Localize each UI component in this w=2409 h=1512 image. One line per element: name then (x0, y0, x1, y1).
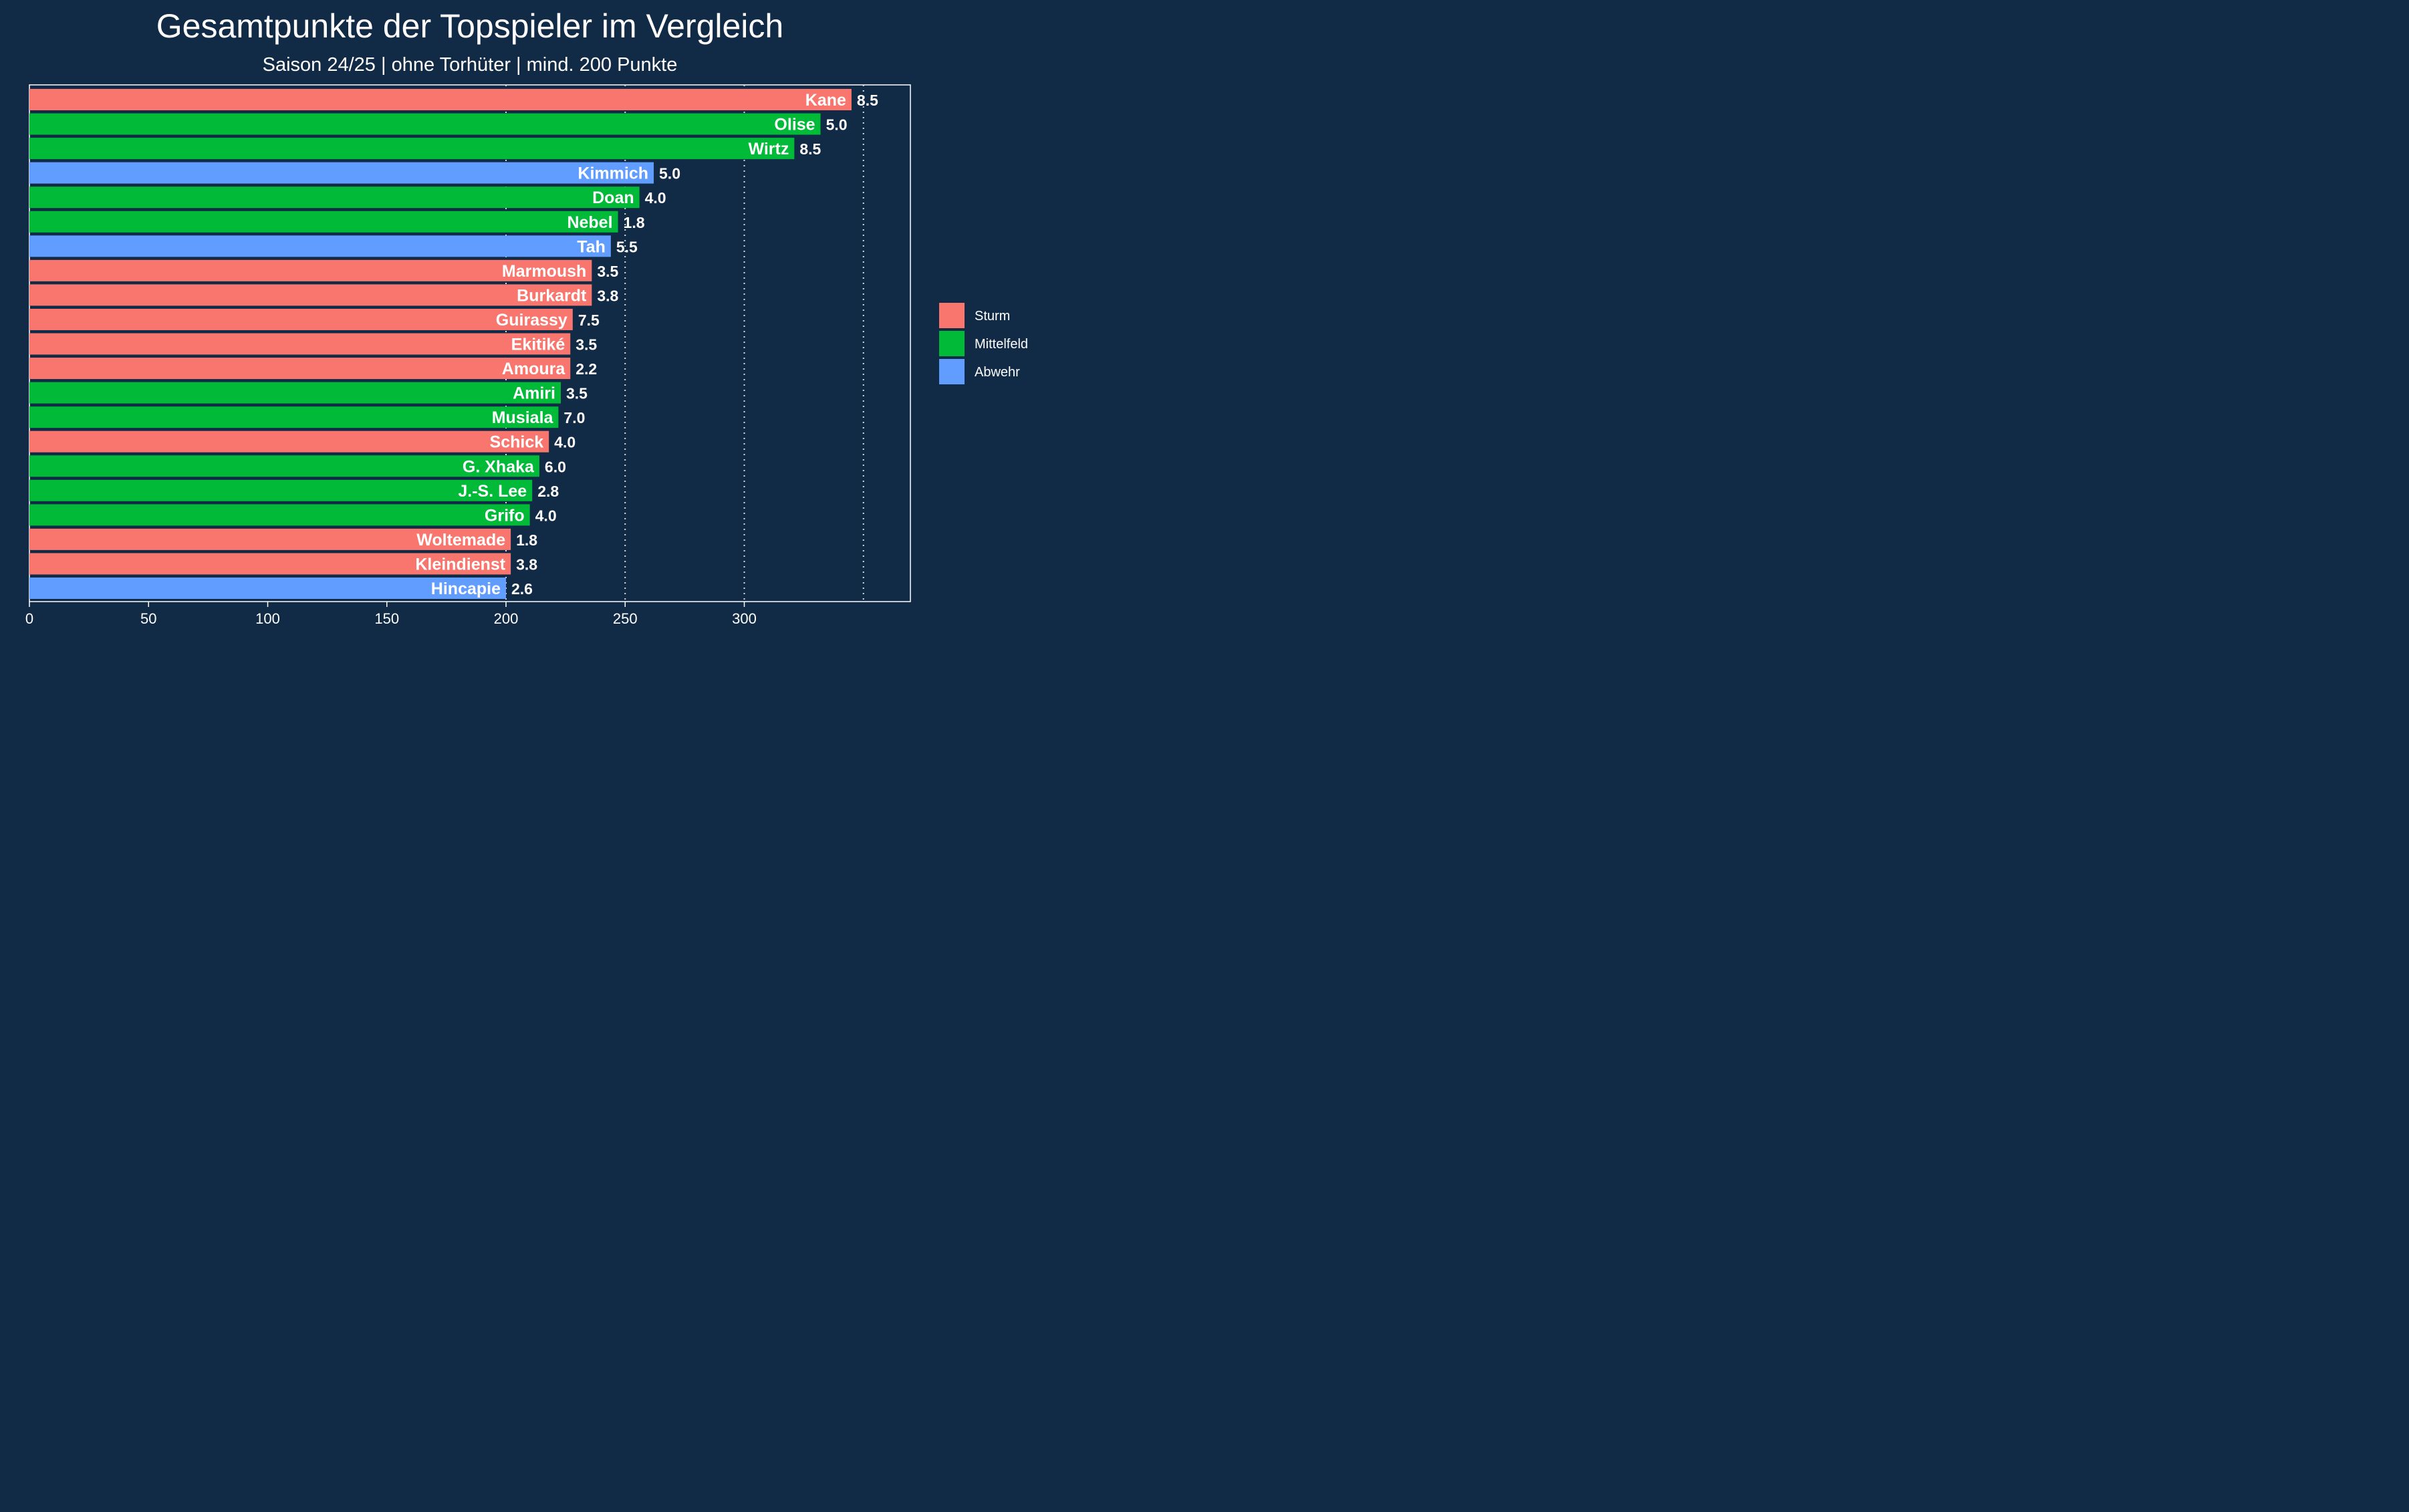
bar-value-label: 8.5 (857, 92, 878, 109)
bar-value-label: 5.5 (616, 238, 638, 255)
bar-name-label: Marmoush (502, 262, 586, 281)
bar-value-label: 4.0 (645, 189, 666, 207)
legend-label: Mittelfeld (975, 337, 1028, 352)
bar-name-label: Musiala (492, 408, 554, 427)
bar (29, 259, 592, 281)
bar-value-label: 3.8 (516, 555, 537, 573)
bar-value-label: 3.5 (576, 336, 597, 354)
bar-name-label: Burkardt (517, 286, 587, 305)
bar (29, 308, 573, 330)
bar (29, 528, 511, 550)
bar (29, 578, 506, 599)
bar-value-label: 5.0 (826, 116, 848, 134)
bar-name-label: Olise (774, 116, 815, 134)
bar-chart: Gesamtpunkte der Topspieler im Vergleich… (25, 7, 1028, 627)
bar-name-label: Tah (577, 237, 606, 256)
bar (29, 553, 511, 575)
bar (29, 479, 533, 501)
bar-value-label: 2.8 (537, 483, 559, 500)
legend: Sturm Mittelfeld Abwehr (939, 303, 1028, 384)
bar (29, 162, 654, 184)
bar (29, 113, 821, 135)
bar-name-label: Kimmich (578, 164, 648, 183)
bar-name-label: Schick (490, 433, 544, 452)
legend-label: Sturm (975, 309, 1010, 324)
legend-swatch (939, 303, 965, 328)
bar-name-label: G. Xhaka (463, 457, 535, 476)
bar-name-label: Kane (805, 91, 846, 110)
bar (29, 382, 561, 404)
bar-value-label: 2.6 (511, 580, 533, 598)
bar-value-label: 4.0 (535, 507, 557, 524)
bar-name-label: Nebel (567, 213, 612, 232)
x-axis: 0 50 100 150 200 250 300 (25, 602, 757, 627)
bar-value-label: 8.5 (799, 140, 821, 158)
chart-stage: Gesamtpunkte der Topspieler im Vergleich… (0, 0, 1048, 658)
bar-value-label: 2.2 (576, 360, 597, 378)
bar-name-label: Guirassy (496, 311, 567, 330)
bar-name-label: Doan (592, 188, 634, 207)
x-tick-label: 150 (374, 610, 399, 627)
bar-value-label: 3.5 (566, 385, 588, 402)
bar (29, 430, 549, 453)
bar (29, 284, 592, 306)
bar-name-label: Grifo (485, 506, 525, 525)
x-tick-label: 200 (494, 610, 519, 627)
bar-value-label: 5.0 (659, 165, 680, 182)
bar-name-label: Kleindienst (415, 555, 505, 574)
bar (29, 138, 795, 160)
bar-name-label: J.-S. Lee (458, 482, 527, 501)
bar-name-label: Wirtz (748, 140, 789, 158)
bar-name-label: Ekitiké (511, 336, 565, 354)
bar (29, 333, 571, 355)
bar-value-label: 6.0 (545, 458, 566, 475)
bar-value-label: 1.8 (624, 214, 645, 231)
x-tick-label: 250 (613, 610, 638, 627)
bar (29, 211, 618, 233)
x-tick-label: 0 (25, 610, 33, 627)
x-tick-label: 50 (140, 610, 156, 627)
x-tick-label: 300 (732, 610, 757, 627)
bar-value-label: 3.5 (597, 263, 618, 280)
bar-value-label: 4.0 (554, 434, 576, 451)
bar (29, 504, 530, 526)
bar-value-label: 7.0 (563, 409, 585, 426)
bar (29, 406, 559, 428)
bar-name-label: Amoura (502, 360, 566, 378)
chart-subtitle: Saison 24/25 | ohne Torhüter | mind. 200… (263, 54, 678, 76)
x-tick-label: 100 (255, 610, 280, 627)
legend-swatch (939, 359, 965, 384)
legend-label: Abwehr (975, 365, 1020, 380)
bar-name-label: Woltemade (416, 531, 505, 549)
bar (29, 235, 611, 257)
bar-value-label: 7.5 (578, 311, 600, 329)
legend-swatch (939, 331, 965, 356)
chart-title: Gesamtpunkte der Topspieler im Vergleich (156, 7, 783, 45)
bar (29, 455, 539, 477)
bar (29, 89, 852, 110)
bars-group: Kane 8.5 Olise 5.0 Wirtz 8.5 Kimmich 5.0 Doan 4.0… (29, 89, 878, 599)
bar-name-label: Hincapie (431, 580, 501, 598)
bar-name-label: Amiri (513, 384, 555, 403)
bar (29, 186, 640, 209)
bar (29, 358, 571, 380)
bar-value-label: 1.8 (516, 531, 537, 549)
bar-value-label: 3.8 (597, 287, 618, 304)
